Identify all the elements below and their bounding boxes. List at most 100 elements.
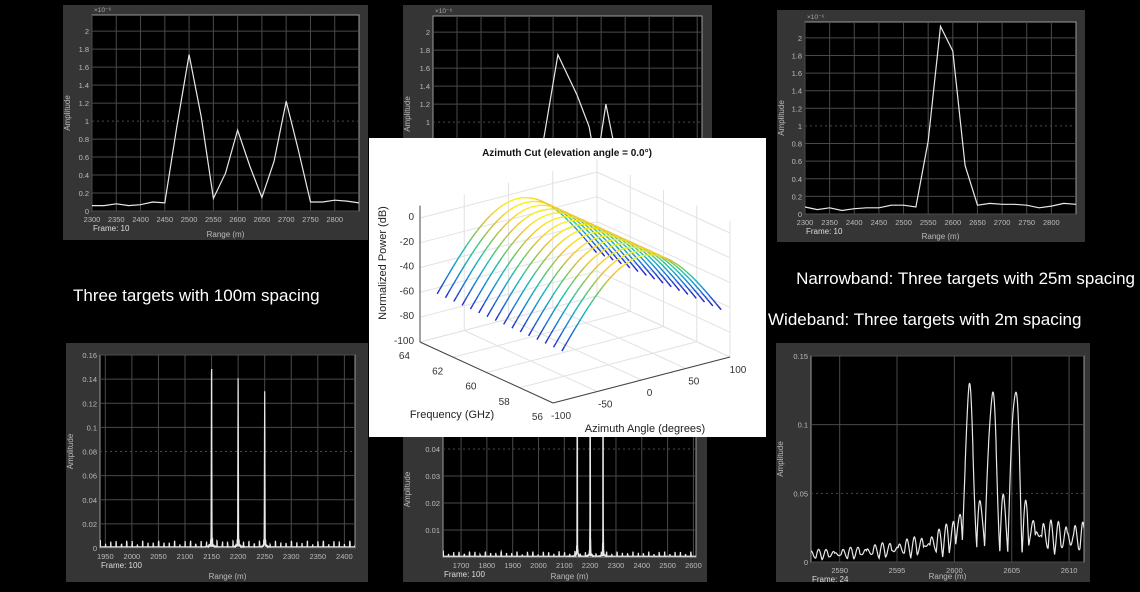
curve-segment bbox=[583, 231, 587, 235]
curve-segment bbox=[479, 237, 484, 243]
curve-segment bbox=[600, 249, 604, 253]
curve-segment bbox=[458, 287, 463, 293]
curve-segment bbox=[509, 229, 514, 234]
curve-segment bbox=[523, 268, 528, 273]
curve-segment bbox=[581, 221, 585, 225]
curve-segment bbox=[627, 252, 631, 255]
grid-line bbox=[596, 270, 731, 333]
curve-segment bbox=[704, 290, 709, 295]
curve-segment bbox=[482, 234, 486, 239]
curve-segment bbox=[494, 298, 499, 304]
curve-segment bbox=[602, 240, 606, 244]
chart-bottom-middle: 0.01 0.02 0.03 0.04 1700 1800 1900 2000 2100 2200… bbox=[403, 420, 707, 582]
curve-segment bbox=[617, 267, 621, 271]
x-tick-label: 2050 bbox=[150, 552, 167, 561]
curve-segment bbox=[565, 287, 570, 292]
curve-segment bbox=[631, 242, 636, 245]
curve-segment bbox=[520, 230, 525, 235]
curve-segment bbox=[562, 262, 566, 267]
curve-segment bbox=[543, 202, 547, 205]
curve-segment bbox=[477, 273, 482, 279]
curve-segment bbox=[511, 323, 516, 329]
curve-segment bbox=[563, 307, 568, 313]
curve-segment bbox=[511, 215, 516, 219]
curve-segment bbox=[515, 249, 520, 254]
curve-segment bbox=[562, 210, 566, 213]
curve-segment bbox=[560, 209, 564, 212]
y-tick-label: 1.4 bbox=[420, 82, 430, 91]
x-tick-label: 2450 bbox=[871, 218, 888, 227]
curve-segment bbox=[550, 236, 555, 241]
curve-segment bbox=[487, 241, 492, 247]
curve-segment bbox=[530, 326, 535, 332]
curve-segment bbox=[522, 322, 527, 328]
curve-segment bbox=[511, 305, 515, 312]
curve-segment bbox=[613, 250, 618, 254]
curve-segment bbox=[707, 293, 712, 298]
curve-segment bbox=[643, 266, 648, 271]
curve-segment bbox=[518, 260, 523, 266]
curve-segment bbox=[460, 265, 465, 271]
curve-segment bbox=[591, 231, 595, 234]
curve-segment bbox=[488, 256, 492, 262]
grid-line bbox=[419, 270, 598, 318]
curve-segment bbox=[495, 208, 499, 212]
curve-segment bbox=[589, 270, 594, 275]
curve-segment bbox=[554, 303, 559, 309]
curve-segment bbox=[562, 275, 567, 281]
y-tick-label: 0.04 bbox=[82, 496, 97, 505]
curve-segment bbox=[586, 229, 590, 234]
curve-segment bbox=[569, 332, 574, 338]
curve-segment bbox=[634, 267, 639, 273]
curve-segment bbox=[660, 263, 665, 268]
curve-segment bbox=[614, 236, 618, 240]
grid-line bbox=[486, 326, 664, 373]
curve-segment bbox=[643, 271, 647, 276]
curve-segment bbox=[463, 245, 467, 251]
curve-segment bbox=[575, 248, 580, 252]
curve-segment bbox=[590, 224, 594, 227]
grid-line bbox=[419, 221, 598, 269]
curve-segment bbox=[671, 275, 676, 280]
curve-segment bbox=[594, 233, 599, 237]
y-axis-label: Amplitude bbox=[403, 96, 412, 132]
curve-segment bbox=[524, 300, 529, 306]
curve-segment bbox=[592, 280, 597, 285]
curve-segment bbox=[491, 302, 496, 308]
curve-segment bbox=[592, 255, 596, 260]
curve-segment bbox=[552, 324, 557, 331]
curve-segment bbox=[640, 247, 644, 250]
curve-segment bbox=[531, 231, 535, 236]
curve-segment bbox=[469, 286, 474, 292]
curve-segment bbox=[557, 283, 562, 289]
x-axis-label: Range (m) bbox=[551, 572, 589, 581]
curve-segment bbox=[539, 216, 543, 220]
curve-segment bbox=[527, 313, 532, 319]
curve-segment bbox=[556, 255, 561, 260]
curve-segment bbox=[584, 263, 588, 268]
curve-segment bbox=[577, 225, 582, 230]
curve-segment bbox=[709, 296, 714, 301]
curve-segment bbox=[647, 251, 652, 255]
curve-segment bbox=[571, 328, 576, 334]
z-axis-label: Normalized Power (dB) bbox=[377, 206, 389, 320]
x-tick-label: 2300 bbox=[608, 561, 625, 570]
curve-segment bbox=[518, 246, 522, 251]
curve-segment bbox=[549, 329, 554, 335]
curve-segment bbox=[504, 249, 509, 254]
curve-segment bbox=[621, 257, 625, 262]
curve-segment bbox=[543, 287, 548, 293]
y-tick-label: 58 bbox=[499, 397, 511, 408]
curve-segment bbox=[601, 284, 605, 289]
curve-segment bbox=[664, 259, 668, 263]
curve-segment bbox=[619, 244, 623, 249]
curve-segment bbox=[555, 320, 560, 326]
curve-segment bbox=[524, 201, 528, 204]
curve-segment bbox=[660, 273, 664, 278]
curve-segment bbox=[573, 291, 578, 296]
curve-segment bbox=[670, 259, 674, 263]
curve-segment bbox=[573, 215, 577, 218]
curve-segment bbox=[540, 291, 545, 297]
curve-segment bbox=[469, 269, 473, 275]
curve-segment bbox=[640, 245, 644, 249]
